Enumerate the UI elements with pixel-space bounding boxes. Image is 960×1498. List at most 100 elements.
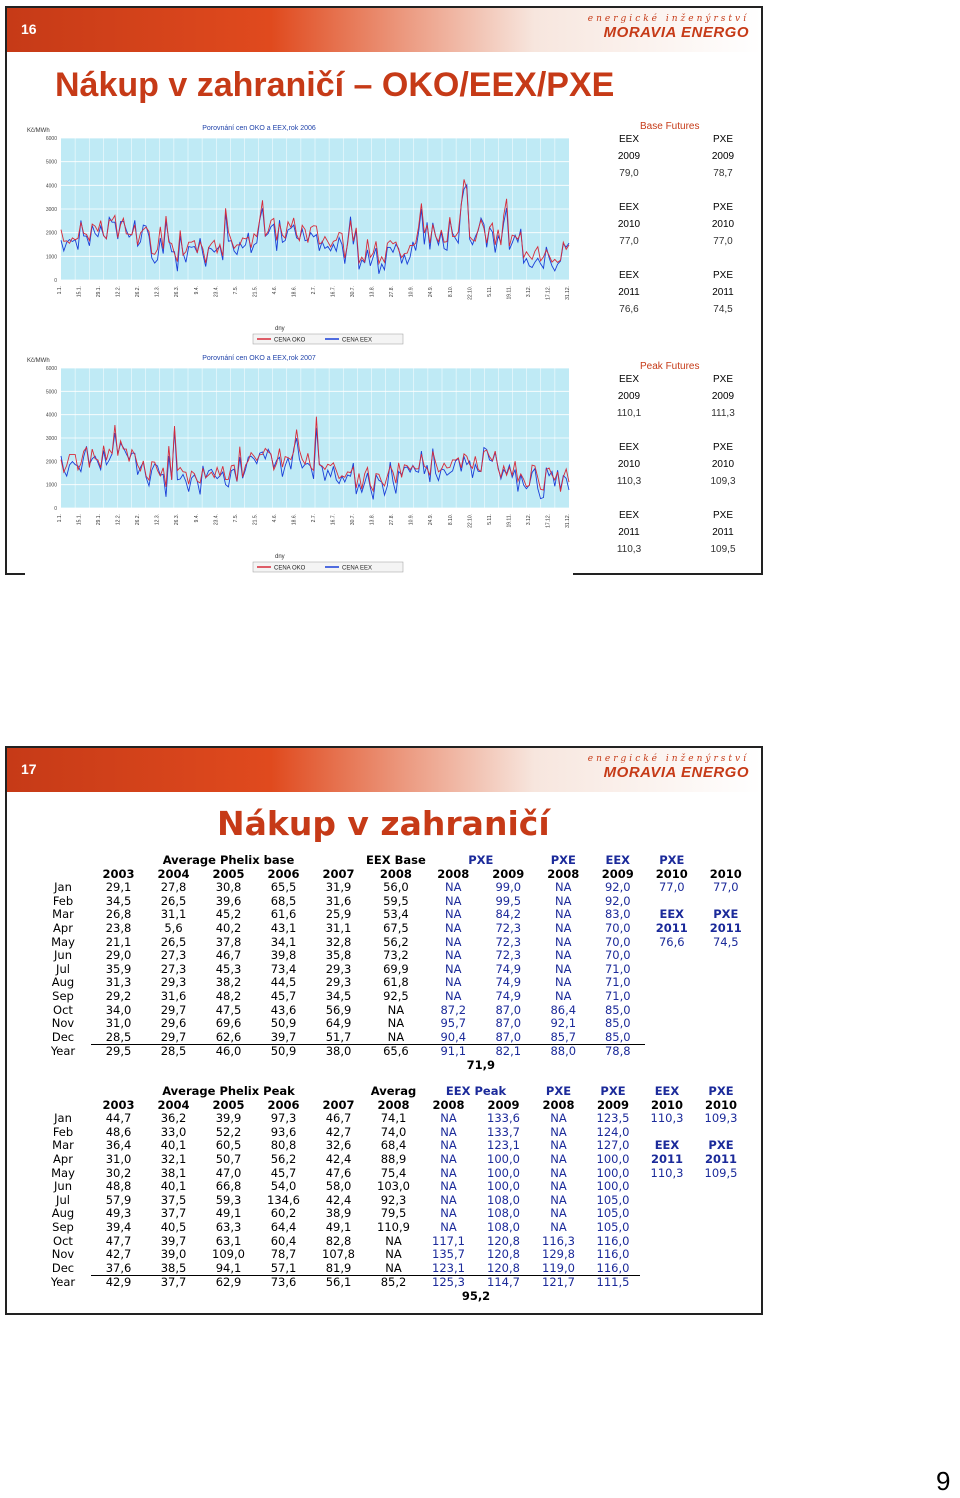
table-cell: 92,5 [383,988,409,1003]
table-cell: EEX [654,1138,680,1153]
table-cell: 61,8 [383,975,409,990]
table-cell: 103,0 [377,1179,410,1194]
table-cell: 21,1 [105,934,132,949]
futures-value: 111,3 [711,408,735,419]
table-cell: 59,5 [383,893,409,908]
year-header: 2008 [377,1097,410,1112]
table-cell: 36,4 [105,1138,132,1153]
table-cell: 62,6 [201,1030,256,1046]
table-cell: NA [440,1165,457,1180]
base-futures-heading: Base Futures [640,121,700,132]
table-cell: 80,8 [270,1138,297,1153]
year-header: 2005 [212,866,245,881]
table-cell [694,1221,748,1235]
x-tick-label: 19.11. [506,514,512,528]
table-cell [366,1290,421,1304]
table-cell: 5,6 [164,920,183,935]
table-cell: 81,9 [311,1261,366,1277]
table-cell: 105,0 [596,1192,630,1207]
table-cell: 95,7 [440,1016,467,1031]
futures-value: 76,6 [619,304,639,315]
futures-value: 79,0 [619,168,639,179]
x-tick-label: 2.7. [311,286,317,294]
table-cell: 28,5 [160,1044,187,1059]
table-cell: 40,1 [160,1138,187,1153]
series-line-oko [60,416,570,493]
table-cell: 133,6 [487,1111,520,1126]
x-tick-label: 13.8. [370,514,376,525]
table-cell: 35,9 [105,961,132,976]
year-header: 2010 [650,1097,683,1112]
table-cell: 2011 [650,1151,683,1166]
futures-value: 77,0 [713,236,733,247]
year-header: 2005 [212,1097,245,1112]
table-cell: NA [550,1111,567,1126]
table-cell: 92,1 [550,1016,577,1031]
table-cell [694,1180,748,1194]
table-cell [311,1059,366,1073]
table-cell: NA [440,1124,457,1139]
group-header: PXE [545,1084,572,1098]
table-header-row: Average Phelix Peak Averag EEX Peak PXE PXE E… [35,1084,748,1099]
table-cell: 62,9 [215,1275,242,1290]
table-cell: 29,6 [160,1016,187,1031]
table-cell: 60,4 [270,1233,297,1248]
table-cell: 27,8 [160,880,187,895]
table-cell: 116,0 [596,1247,630,1262]
y-tick-label: 6000 [46,366,57,372]
x-tick-label: 12.2. [116,286,122,297]
table-cell: 46,0 [215,1044,242,1059]
row-label: Dec [51,1260,75,1275]
table-cell: 65,6 [383,1044,409,1059]
table-cell: 125,3 [432,1275,465,1290]
futures-name: EEX [618,442,639,453]
table-cell: 38,9 [325,1206,352,1221]
logo-name: MORAVIA ENERGO [603,764,749,781]
table-cell: 47,0 [215,1165,242,1180]
table-cell: 60,5 [215,1138,242,1153]
legend-label: CENA OKO [274,338,306,344]
futures-name: EEX [618,510,639,521]
table-cell: 116,0 [596,1233,630,1248]
x-tick-label: 26.3. [174,286,180,297]
x-tick-label: 29.1. [96,514,102,525]
table-cell [640,1235,694,1249]
table-cell: 39,7 [256,1030,311,1046]
year-header: 2009 [492,866,525,881]
y-tick-label: 5000 [46,160,57,166]
logo-tagline: energické inženýrství [587,14,749,24]
chart-title: Porovnání cen OKO a EEX,rok 2006 [202,125,316,132]
row-label: Jan [54,880,72,895]
table-cell: 31,6 [160,988,187,1003]
table-cell: NA [445,880,462,895]
table-cell: NA [440,1111,457,1126]
x-tick-label: 30.7. [350,514,356,525]
table-cell [699,1045,753,1059]
table-cell [366,1059,426,1073]
table-cell: 50,9 [270,1016,297,1031]
table-cell: 124,0 [596,1124,630,1139]
x-tick-label: 8.10. [448,286,454,297]
futures-value: 78,7 [713,168,733,179]
table-cell [640,1248,694,1262]
table-cell [645,963,699,977]
table-cell: 43,1 [270,920,297,935]
table-cell: 87,0 [495,1016,522,1031]
year-header: 2004 [157,1097,190,1112]
table-cell: 57,1 [256,1261,311,1277]
series-line-oko [60,179,570,266]
y-unit-label: Kč/MWh [27,358,50,364]
row-label: Aug [51,975,75,990]
table-row: Mar 26,8 31,1 45,2 61,6 25,9 53,4 NA 84,2 NA 83,0 E… [35,908,753,922]
table-row: Apr 23,8 5,6 40,2 43,1 31,1 67,5 NA 72,3 NA 70,0 20… [35,920,753,936]
table-cell: 47,7 [105,1233,132,1248]
table-cell: 49,1 [215,1206,242,1221]
table-cell: NA [445,975,462,990]
group-header: PXE [659,853,685,867]
year-header: 2003 [102,866,135,881]
table-cell [35,1059,91,1073]
futures-name: EEX [618,270,639,281]
year-header: 2010 [709,866,742,881]
table-cell: 47,6 [325,1165,352,1180]
table-cell: 95,2 [461,1288,491,1303]
